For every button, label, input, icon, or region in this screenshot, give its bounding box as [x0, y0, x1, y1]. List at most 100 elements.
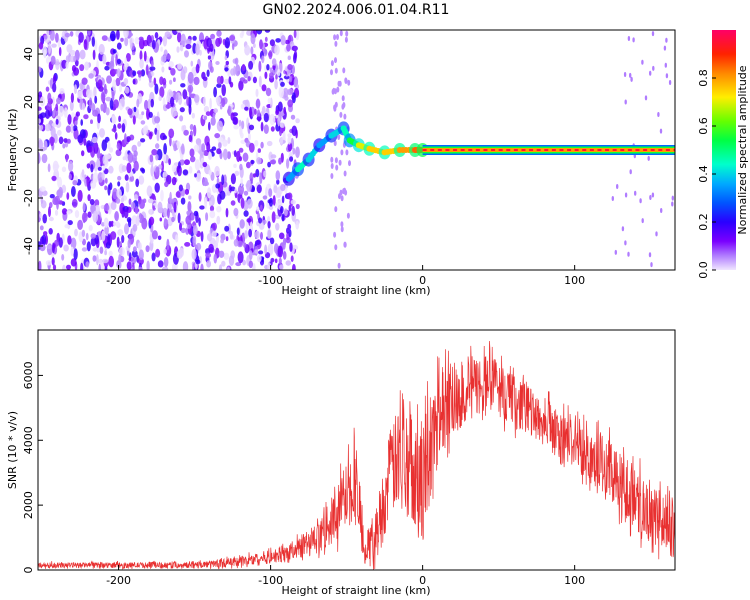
spectrogram-cell	[186, 95, 190, 106]
spectrogram-cell	[228, 255, 235, 266]
x-tick-label: -200	[106, 574, 131, 587]
spectrogram-cell	[344, 36, 348, 43]
spectrogram-cell	[660, 208, 663, 213]
spectrogram-cell	[230, 200, 236, 206]
spectrogram-cell	[216, 215, 221, 225]
spectrogram-cell	[161, 66, 165, 73]
spectrogram-cell	[295, 146, 300, 159]
spectrogram-cell	[192, 35, 197, 41]
spectrogram-cell	[133, 106, 137, 113]
spectrogram-cell	[235, 262, 242, 267]
spectrogram-cell	[239, 219, 245, 229]
spectrogram-cell	[249, 250, 253, 261]
carrier-line-cell	[453, 149, 458, 151]
spectrogram-cell	[214, 133, 221, 139]
spectrogram-cell	[52, 82, 57, 93]
spectrogram-cell	[254, 249, 259, 254]
spectrogram-cell	[38, 118, 41, 124]
spectrogram-cell	[112, 49, 117, 54]
spectrogram-cell	[282, 251, 287, 260]
spectrogram-cell	[270, 257, 275, 263]
spectrogram-cell	[267, 262, 271, 270]
spectrogram-cell	[146, 260, 150, 270]
spectrogram-cell	[134, 194, 138, 201]
spectrogram-cell	[73, 248, 78, 261]
spectrogram-cell	[153, 77, 157, 86]
spectrogram-cell	[116, 30, 120, 40]
spectrogram-cell	[57, 176, 63, 189]
spectrogram-cell	[118, 254, 122, 265]
spectrogram-cell	[61, 166, 67, 173]
spectrogram-cell	[70, 123, 74, 134]
spectrogram-cell	[246, 198, 253, 209]
spectrogram-cell	[238, 80, 244, 91]
spectrogram-cell	[168, 158, 172, 166]
spectrogram-cell	[663, 45, 667, 51]
spectrogram-cell	[179, 115, 184, 122]
spectrogram-cell	[180, 83, 186, 88]
spectrogram-cell	[340, 195, 344, 202]
spectrogram-cell	[333, 104, 337, 111]
spectrogram-cell	[80, 262, 84, 270]
spectrogram-cell	[254, 230, 260, 239]
spectrogram-cell	[188, 134, 193, 143]
spectrogram-cell	[176, 165, 180, 173]
spectrogram-cell	[126, 162, 132, 174]
spectrogram-cell	[647, 155, 650, 161]
spectrogram-cell	[63, 138, 68, 143]
spectrogram-cell	[52, 74, 57, 85]
spectrogram-cell	[280, 81, 285, 87]
spectrogram-cell	[132, 246, 137, 253]
spectrogram-cell	[61, 254, 65, 261]
spectrogram-cell	[118, 246, 125, 257]
spectrogram-cell	[285, 260, 292, 266]
spectrogram-cell	[240, 132, 244, 139]
spectrogram-cell	[55, 58, 60, 71]
spectrogram-cell	[86, 163, 91, 169]
spectrogram-cell	[100, 104, 104, 112]
spectrogram-cell	[246, 161, 251, 169]
spectrogram-cell	[46, 244, 52, 249]
spectrogram-cell	[79, 49, 86, 60]
spectrogram-cell	[261, 84, 267, 92]
spectrogram-cell	[135, 178, 140, 188]
spectrogram-cell	[267, 229, 272, 239]
spectrogram-cell	[287, 99, 294, 108]
spectrogram-cell	[248, 124, 255, 131]
spectrogram-cell	[74, 228, 78, 237]
spectrogram-cell	[173, 143, 178, 152]
spectrogram-cell	[150, 165, 154, 177]
spectrogram-cell	[278, 232, 285, 240]
spectrogram-cell	[255, 98, 261, 109]
spectrogram-cell	[204, 197, 208, 210]
spectrogram-cell	[163, 49, 168, 58]
spectrogram-cell	[57, 105, 65, 117]
spectrogram-cell	[72, 180, 78, 186]
spectrogram-cell	[121, 165, 127, 172]
spectrogram-cell	[330, 69, 333, 76]
spectrogram-cell	[665, 37, 668, 43]
spectrogram-cell	[340, 221, 344, 228]
spectrogram-cell	[244, 44, 251, 56]
spectrogram-cell	[281, 195, 285, 204]
spectrogram-cell	[154, 32, 159, 39]
spectrogram-cell	[214, 165, 220, 177]
spectrogram-cell	[189, 124, 194, 131]
spectrogram-cell	[134, 36, 140, 45]
spectrogram-cell	[209, 210, 216, 219]
spectrogram-cell	[269, 159, 276, 165]
spectrogram-cell	[209, 66, 214, 73]
spectrogram-cell	[341, 95, 345, 102]
spectrogram-cell	[275, 38, 281, 43]
spectrogram-cell	[70, 92, 74, 103]
spectrogram-cell	[87, 30, 91, 36]
spectrogram-cell	[629, 169, 632, 175]
spectrogram-cell	[124, 174, 129, 181]
spectrogram-cell	[210, 33, 216, 40]
spectrogram-cell	[225, 236, 229, 242]
spectrogram-cell	[68, 160, 74, 172]
spectrogram-cell	[330, 163, 334, 169]
spectrogram-cell	[279, 264, 284, 270]
spectrogram-cell	[88, 73, 94, 79]
spectrogram-cell	[182, 124, 187, 131]
